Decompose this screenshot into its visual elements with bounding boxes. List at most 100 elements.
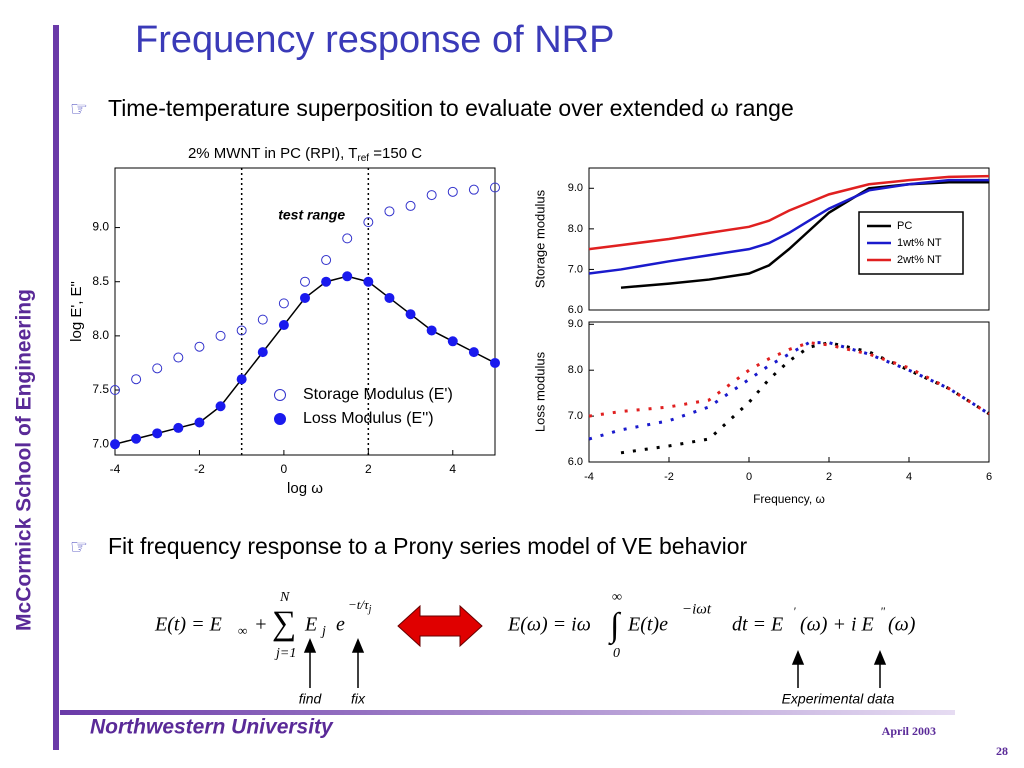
y-tick-label: 7.0: [568, 263, 583, 275]
point: [278, 320, 289, 331]
point: [447, 186, 458, 197]
plot-frame: [588, 321, 990, 463]
eq-text: (ω) + i E: [800, 614, 874, 636]
double-arrow: [397, 604, 483, 648]
x-tick-label: -2: [194, 462, 205, 476]
slide-title: Frequency response of NRP: [135, 19, 614, 61]
eq-text: (ω): [888, 614, 916, 636]
eq-text: dt = E: [732, 614, 783, 636]
title-part: 2% MWNT in PC (RPI), T: [188, 145, 357, 162]
legend-label: Storage Modulus (E'): [303, 386, 453, 403]
point: [490, 357, 500, 368]
legend-label: 1wt% NT: [897, 237, 942, 249]
point: [131, 374, 142, 385]
eq-text: +: [254, 614, 268, 636]
eq-text: N: [279, 590, 290, 605]
point: [405, 200, 416, 211]
legend-label: 2wt% NT: [897, 254, 942, 266]
point: [363, 217, 374, 228]
plot-frame: [588, 167, 990, 311]
legend-swatch: [274, 389, 286, 401]
eq-text: j: [320, 624, 326, 639]
point: [384, 206, 395, 217]
y-tick-label: 6.0: [568, 304, 583, 316]
legend-label: Loss Modulus (E''): [303, 410, 434, 427]
y-tick-label: 8.0: [568, 364, 583, 376]
page-number: 28: [996, 744, 1008, 758]
title-part: ref: [357, 153, 369, 164]
y-tick-label: 8.5: [92, 274, 109, 288]
point: [152, 428, 163, 439]
bullet: Time-temperature superposition to evalua…: [108, 95, 794, 121]
y-tick-label: 8.0: [92, 328, 109, 342]
point: [447, 336, 458, 347]
bullet-icon: ☞: [70, 98, 88, 120]
x-tick-label: -2: [664, 471, 674, 483]
y-axis-label: Loss modulus: [532, 351, 547, 432]
eq-text: ': [793, 604, 796, 618]
x-tick-label: 0: [281, 462, 288, 476]
x-tick-label: -4: [584, 471, 594, 483]
label: Experimental data: [782, 691, 895, 707]
sidebar-bar: [53, 25, 59, 750]
eq-text: ": [880, 604, 886, 618]
point: [215, 330, 226, 341]
point: [173, 352, 184, 363]
chart-title: 2% MWNT in PC (RPI), Tref =150 C: [188, 145, 422, 164]
eq-text: ∑: [272, 605, 296, 642]
point: [194, 417, 205, 428]
y-axis-label: Storage modulus: [532, 189, 547, 288]
arrows: [303, 638, 887, 688]
title-part: =150 C: [369, 145, 422, 162]
footer-bar: [60, 710, 955, 715]
y-axis-label: log E', E": [68, 281, 85, 342]
bullet-icon: ☞: [70, 536, 88, 558]
point: [426, 190, 437, 201]
x-tick-label: 4: [449, 462, 456, 476]
eq-text: ∫: [608, 607, 622, 646]
point: [110, 439, 120, 450]
series-line: [588, 341, 990, 441]
point: [278, 298, 289, 309]
x-tick-label: 0: [746, 471, 752, 483]
point: [405, 309, 416, 320]
label: find: [299, 691, 323, 707]
eq-text: E(ω) = iω: [507, 614, 591, 636]
date: April 2003: [882, 724, 936, 738]
point: [342, 271, 353, 282]
x-axis-label: Frequency, ω: [753, 492, 825, 506]
eq-text: E(t) = E: [154, 614, 222, 636]
point: [236, 325, 247, 336]
sidebar-text: McCormick School of Engineering: [13, 289, 36, 631]
bullet: Fit frequency response to a Prony series…: [108, 533, 748, 559]
y-tick-label: 7.0: [568, 410, 583, 422]
point: [215, 401, 226, 412]
point: [321, 276, 332, 287]
eq-text: E: [304, 614, 317, 636]
point: [363, 276, 374, 287]
x-tick-label: 2: [826, 471, 832, 483]
y-tick-label: 7.0: [92, 436, 109, 450]
point: [173, 422, 184, 433]
x-axis-label: log ω: [287, 480, 323, 497]
eq-text: ∞: [238, 623, 247, 638]
equation: E(t) = E ∞ + N ∑ j=1 E j e −t/τj E(ω) = …: [154, 590, 916, 661]
point: [131, 433, 142, 444]
y-tick-label: 9.0: [92, 220, 109, 234]
x-tick-label: -4: [110, 462, 121, 476]
point: [342, 233, 353, 244]
point: [426, 325, 437, 336]
point: [257, 314, 268, 325]
point: [468, 347, 479, 358]
eq-text: 0: [613, 646, 620, 661]
eq-text: −t/τ: [348, 597, 370, 612]
y-tick-label: 9.0: [568, 318, 583, 330]
point: [152, 363, 163, 374]
point: [300, 276, 310, 287]
series-line: [620, 341, 990, 455]
series-line: [588, 178, 989, 275]
eq-text: j: [367, 604, 372, 615]
series-line: [588, 341, 990, 418]
footer: Northwestern University: [90, 716, 334, 739]
